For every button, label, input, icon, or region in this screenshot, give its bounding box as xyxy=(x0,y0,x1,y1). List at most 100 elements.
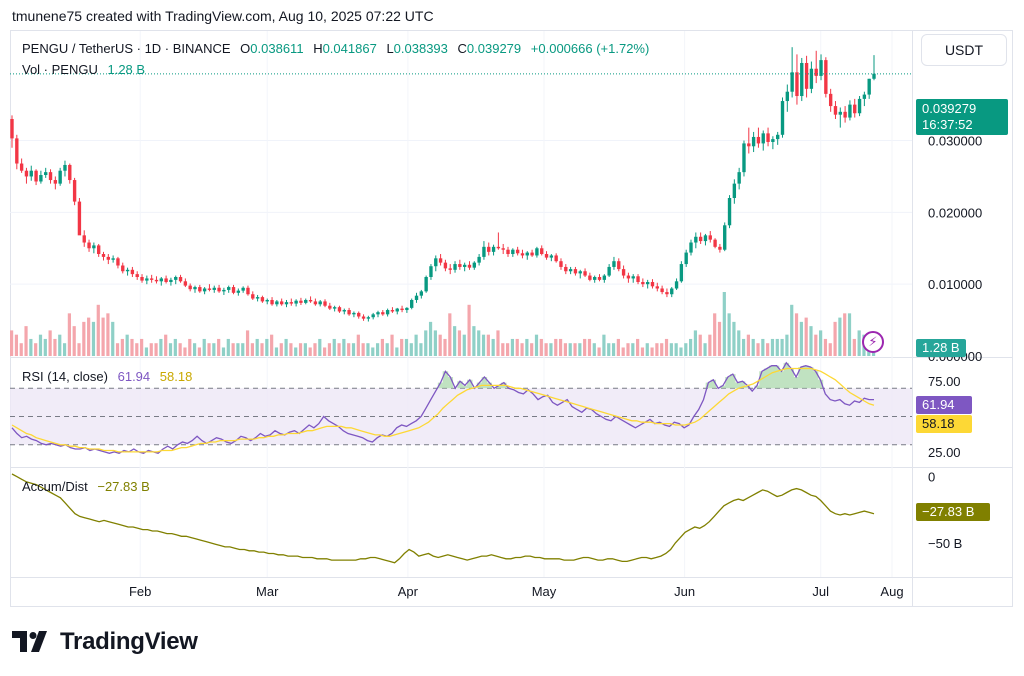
candle xyxy=(352,312,356,315)
volume-bar xyxy=(438,334,442,356)
volume-bar xyxy=(814,334,818,356)
high-value: 0.041867 xyxy=(322,41,377,56)
volume-bar xyxy=(833,321,837,356)
candle xyxy=(10,119,14,139)
volume-bar xyxy=(183,347,187,356)
candle xyxy=(621,269,626,276)
candle xyxy=(400,308,404,311)
candle xyxy=(612,261,616,267)
brand-name: TradingView xyxy=(60,628,198,655)
volume-bar xyxy=(303,343,307,356)
candle xyxy=(19,163,24,171)
quote-unit-button[interactable]: USDT xyxy=(921,34,1007,66)
volume-bar xyxy=(477,330,481,356)
high-label: H xyxy=(313,41,323,56)
volume-bar xyxy=(125,334,129,356)
volume-bar xyxy=(443,338,447,356)
volume-bar xyxy=(96,304,100,356)
volume-bar xyxy=(178,343,182,356)
candle xyxy=(251,294,255,299)
candle xyxy=(650,282,655,287)
candle xyxy=(540,248,544,255)
time-tick-label: Mar xyxy=(256,584,279,599)
volume-bar xyxy=(10,330,14,356)
candle xyxy=(44,172,48,176)
candle xyxy=(231,287,236,293)
candle xyxy=(241,287,245,291)
candle xyxy=(838,111,842,115)
volume-bar xyxy=(804,317,808,356)
volume-bar xyxy=(428,321,433,356)
candle xyxy=(390,310,395,312)
rsi-label: RSI (14, close) xyxy=(22,369,108,384)
candle xyxy=(63,164,67,171)
volume-bar xyxy=(106,313,110,356)
candle xyxy=(867,78,871,95)
candle xyxy=(77,201,82,236)
candle xyxy=(804,62,809,89)
volume-bar xyxy=(693,330,698,356)
volume-bar xyxy=(375,343,380,356)
candle xyxy=(342,310,346,312)
volume-bar xyxy=(857,330,861,356)
candle xyxy=(636,276,640,283)
candle xyxy=(756,136,761,144)
candle xyxy=(246,287,250,295)
volume-bar xyxy=(318,338,322,356)
low-value: 0.038393 xyxy=(393,41,448,56)
rsi-line xyxy=(11,361,874,455)
candle xyxy=(554,255,558,262)
price-tick-label: 0.030000 xyxy=(928,134,982,149)
candle xyxy=(183,281,188,286)
candle xyxy=(665,292,669,295)
volume-bar xyxy=(717,321,722,356)
rsi-tag: 61.94 xyxy=(916,396,972,414)
volume-bar xyxy=(433,330,437,356)
candle xyxy=(337,307,342,312)
volume-bar xyxy=(250,343,254,356)
time-tick-label: Jun xyxy=(674,584,695,599)
volume-bar xyxy=(279,343,283,356)
change-value: +0.000666 (+1.72%) xyxy=(530,41,650,56)
volume-bar xyxy=(616,338,620,356)
candle xyxy=(443,262,448,269)
volume-bar xyxy=(828,343,832,356)
candle xyxy=(559,261,563,267)
volume-bar xyxy=(558,338,563,356)
candle xyxy=(809,68,814,89)
candle xyxy=(511,249,515,255)
candle xyxy=(535,248,539,256)
volume-bar xyxy=(323,347,327,356)
candle xyxy=(872,73,876,79)
candle xyxy=(578,271,582,274)
open-label: O xyxy=(240,41,251,56)
candle xyxy=(429,266,433,277)
volume-bar xyxy=(72,326,76,356)
volume-bar xyxy=(790,304,794,356)
rsi-ma-tag: 58.18 xyxy=(916,415,972,433)
rsi-tick-label: 75.00 xyxy=(928,374,961,389)
volume-bar xyxy=(419,343,423,356)
candle xyxy=(145,278,149,281)
volume-bar xyxy=(583,338,587,356)
chart-credit: tmunene75 created with TradingView.com, … xyxy=(12,8,434,24)
candle xyxy=(68,164,72,181)
candle xyxy=(819,60,823,76)
candle xyxy=(573,269,578,274)
volume-bar xyxy=(34,343,38,356)
candle xyxy=(121,265,125,272)
candle xyxy=(212,287,216,290)
candle xyxy=(111,258,115,260)
candle xyxy=(795,72,799,97)
time-tick-label: Jul xyxy=(812,584,829,599)
volume-bar xyxy=(472,326,476,356)
volume-bar xyxy=(48,330,52,356)
candle xyxy=(530,252,534,256)
lightning-icon[interactable]: ⚡ xyxy=(862,331,884,353)
volume-bar xyxy=(636,338,640,356)
volume-bar xyxy=(448,313,452,356)
candle xyxy=(593,277,597,280)
brand-logo[interactable]: TradingView xyxy=(12,628,198,656)
volume-bar xyxy=(327,343,332,356)
